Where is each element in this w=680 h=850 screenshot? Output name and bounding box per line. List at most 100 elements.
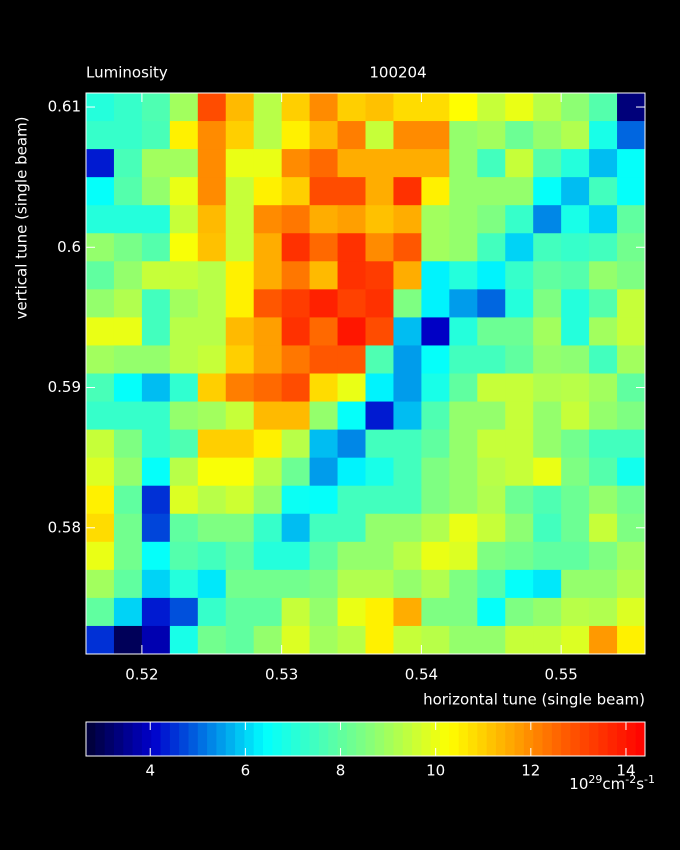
heat-cell	[141, 261, 171, 290]
heat-cell	[225, 373, 255, 403]
heat-cell	[225, 401, 255, 431]
heat-cell	[197, 401, 227, 431]
heat-cell	[253, 205, 283, 234]
colorbar-label-exp: 29	[588, 773, 602, 786]
heat-cell	[561, 93, 590, 122]
colorbar-step	[197, 722, 208, 756]
heat-cell	[253, 569, 283, 599]
heat-cell	[477, 121, 506, 150]
heat-cell	[337, 457, 366, 487]
heat-cell	[309, 541, 339, 571]
heat-cell	[477, 569, 506, 599]
heat-cell	[86, 485, 115, 515]
heat-cell	[281, 93, 311, 122]
heat-cell	[337, 569, 366, 599]
heat-cell	[197, 233, 227, 262]
colorbar-label-part: cm	[602, 775, 625, 793]
heat-cell	[113, 149, 143, 178]
heat-cell	[197, 513, 227, 543]
heat-cell	[561, 569, 590, 599]
heat-cell	[309, 513, 339, 543]
colorbar-tick-label: 14	[616, 762, 635, 780]
colorbar-step	[318, 722, 329, 756]
heat-cell	[253, 289, 283, 318]
heat-cell	[421, 93, 450, 122]
heat-cell	[253, 233, 283, 262]
heat-cell	[505, 93, 534, 122]
heat-cell	[561, 457, 590, 487]
heat-cell	[253, 261, 283, 290]
heat-cell	[309, 261, 339, 290]
heat-cell	[169, 373, 199, 403]
heat-cell	[225, 569, 255, 599]
heat-cell	[169, 597, 199, 627]
heat-cell	[169, 317, 199, 346]
heat-cell	[141, 149, 171, 178]
heat-cell	[169, 289, 199, 318]
heat-cell	[449, 485, 478, 515]
heat-cell	[617, 149, 646, 178]
heat-cell	[617, 177, 646, 206]
heat-cell	[449, 597, 478, 627]
heat-cell	[309, 93, 339, 122]
heat-cell	[309, 121, 339, 150]
heat-cell	[505, 149, 534, 178]
heat-cell	[113, 373, 143, 403]
heat-cell	[561, 121, 590, 150]
heat-cell	[86, 149, 115, 178]
colorbar-step	[188, 722, 199, 756]
heat-cell	[365, 513, 394, 543]
x-tick-label: 0.55	[544, 666, 577, 684]
heat-cell	[477, 233, 506, 262]
heat-cell	[617, 625, 646, 655]
heat-cell	[505, 205, 534, 234]
heat-cell	[169, 121, 199, 150]
heat-cell	[197, 149, 227, 178]
heat-cell	[309, 569, 339, 599]
heat-cell	[169, 569, 199, 599]
heat-cell	[141, 485, 171, 515]
heat-cell	[169, 513, 199, 543]
colorbar-step	[384, 722, 394, 756]
heat-cell	[393, 429, 422, 459]
heat-cell	[589, 149, 618, 178]
colorbar-step	[95, 722, 106, 756]
heat-cell	[225, 121, 255, 150]
heat-cell	[617, 121, 646, 150]
heat-cell	[86, 429, 115, 459]
heat-cell	[141, 597, 171, 627]
heat-cell	[617, 429, 646, 459]
heat-cell	[309, 177, 339, 206]
colorbar-step	[216, 722, 227, 756]
heat-cell	[365, 541, 394, 571]
heat-cell	[505, 625, 534, 655]
heat-cell	[449, 177, 478, 206]
heat-cell	[617, 569, 646, 599]
heat-cell	[281, 541, 311, 571]
colorbar-step	[104, 722, 115, 756]
heat-cell	[86, 457, 115, 487]
heat-cell	[449, 121, 478, 150]
heat-cell	[253, 457, 283, 487]
heat-cell	[113, 317, 143, 346]
heat-cell	[421, 401, 450, 431]
heat-cell	[589, 513, 618, 543]
heat-cell	[113, 93, 143, 122]
heat-cell	[309, 205, 339, 234]
heat-cell	[421, 149, 450, 178]
heat-cell	[421, 569, 450, 599]
heat-cell	[365, 485, 394, 515]
colorbar-label-exp: -2	[625, 773, 636, 786]
heat-cell	[141, 625, 171, 655]
heat-cell	[113, 401, 143, 431]
heat-cell	[589, 317, 618, 346]
heat-cell	[253, 401, 283, 431]
heat-cell	[141, 317, 171, 346]
heat-cell	[365, 373, 394, 403]
heat-cell	[589, 261, 618, 290]
heat-cell	[225, 429, 255, 459]
heat-cell	[449, 569, 478, 599]
heat-cell	[477, 429, 506, 459]
heat-cell	[533, 513, 562, 543]
heat-cell	[169, 261, 199, 290]
